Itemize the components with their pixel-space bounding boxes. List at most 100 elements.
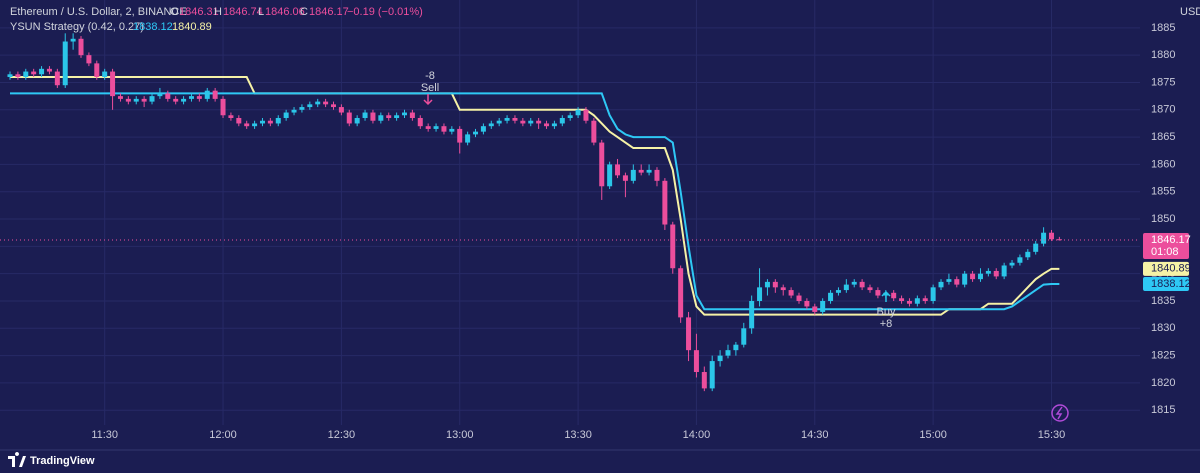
candle-body bbox=[338, 107, 344, 113]
candle-body bbox=[520, 120, 526, 124]
candle-body bbox=[23, 71, 29, 78]
candle-body bbox=[772, 281, 778, 288]
candle-body bbox=[78, 38, 84, 56]
candle-body bbox=[709, 361, 715, 389]
candle-body bbox=[591, 120, 597, 143]
candle-body bbox=[196, 96, 202, 99]
candle-body bbox=[102, 71, 108, 78]
candle-body bbox=[465, 134, 471, 143]
candle-body bbox=[757, 287, 763, 301]
candle-body bbox=[749, 300, 755, 329]
indicator-line bbox=[10, 76, 1060, 316]
candle-body bbox=[1041, 232, 1047, 244]
ohlc-label: O bbox=[170, 6, 179, 18]
y-tick-label: 1850 bbox=[1151, 213, 1175, 225]
x-tick-label: 11:30 bbox=[91, 429, 118, 441]
candle-body bbox=[1001, 265, 1007, 277]
price-tag bbox=[1143, 261, 1189, 276]
candle-body bbox=[110, 71, 116, 97]
candle-body bbox=[906, 300, 912, 304]
price-tag-label: 1838.12 bbox=[1151, 278, 1191, 290]
candle-body bbox=[62, 41, 68, 86]
candle-body bbox=[346, 112, 352, 124]
candle-body bbox=[1056, 239, 1062, 241]
candle-body bbox=[149, 96, 155, 102]
candle-body bbox=[488, 123, 494, 127]
candle-body bbox=[567, 115, 573, 118]
candle-body bbox=[622, 175, 628, 181]
candle-body bbox=[86, 55, 92, 64]
candle-body bbox=[843, 284, 849, 291]
price-tag bbox=[1143, 232, 1189, 259]
candle-body bbox=[638, 169, 644, 173]
x-tick-label: 15:00 bbox=[919, 429, 947, 441]
x-tick-label: 13:30 bbox=[564, 429, 592, 441]
candle-body bbox=[686, 317, 692, 351]
candle-body bbox=[962, 273, 968, 285]
countdown: 01:08 bbox=[1151, 246, 1179, 258]
candle-body bbox=[94, 63, 100, 78]
candle-body bbox=[583, 109, 589, 121]
y-tick-label: 1875 bbox=[1151, 76, 1175, 88]
candle-body bbox=[575, 109, 581, 116]
x-tick-label: 13:00 bbox=[446, 429, 474, 441]
candle-body bbox=[512, 117, 518, 121]
candle-body bbox=[544, 123, 550, 127]
ohlc-value: 1846.31 bbox=[179, 6, 219, 18]
candles bbox=[7, 33, 1062, 392]
candle-body bbox=[441, 126, 447, 132]
x-tick-label: 12:30 bbox=[328, 429, 356, 441]
ohlc-value: 1846.74 bbox=[223, 6, 263, 18]
candle-body bbox=[615, 164, 621, 176]
price-tag-label: 1846.17 bbox=[1151, 234, 1191, 246]
indicator-name: YSUN Strategy (0.42, 0.27) bbox=[10, 21, 144, 33]
signal-label: Buy bbox=[877, 306, 896, 318]
change: −0.19 (−0.01%) bbox=[347, 6, 423, 18]
price-tag-label: 1840.89 bbox=[1151, 263, 1191, 275]
candle-body bbox=[54, 71, 60, 86]
price-tag bbox=[1143, 276, 1189, 291]
candle-body bbox=[528, 120, 534, 124]
candle-body bbox=[828, 292, 834, 301]
candle-body bbox=[394, 115, 400, 118]
candle-body bbox=[851, 281, 857, 285]
candle-body bbox=[630, 169, 636, 181]
candle-body bbox=[259, 120, 265, 124]
candle-body bbox=[141, 98, 147, 102]
candle-body bbox=[788, 290, 794, 296]
y-tick-label: 1870 bbox=[1151, 104, 1175, 116]
candle-body bbox=[741, 328, 747, 345]
candle-body bbox=[125, 98, 131, 102]
candle-body bbox=[899, 298, 905, 301]
candle-body bbox=[291, 109, 297, 113]
candle-body bbox=[970, 273, 976, 280]
candle-body bbox=[725, 350, 731, 356]
grid bbox=[0, 0, 1140, 425]
candle-body bbox=[891, 292, 897, 299]
candle-body bbox=[307, 104, 313, 108]
candle-body bbox=[267, 120, 273, 124]
signal-label: Sell bbox=[421, 82, 439, 94]
symbol: Ethereum / U.S. Dollar, 2, BINANCE bbox=[10, 6, 187, 18]
candle-body bbox=[717, 355, 723, 362]
candle-body bbox=[362, 112, 368, 118]
candle-body bbox=[504, 117, 510, 121]
candle-body bbox=[165, 93, 171, 99]
alert-icon[interactable] bbox=[1051, 404, 1069, 422]
candle-body bbox=[157, 93, 163, 97]
candle-body bbox=[662, 180, 668, 225]
candle-body bbox=[835, 290, 841, 293]
candle-body bbox=[7, 74, 13, 78]
candle-body bbox=[252, 123, 258, 127]
candle-body bbox=[875, 290, 881, 296]
x-tick-label: 14:30 bbox=[801, 429, 829, 441]
candle-body bbox=[425, 126, 431, 129]
candle-body bbox=[323, 101, 329, 105]
candle-body bbox=[977, 273, 983, 280]
candle-body bbox=[733, 344, 739, 351]
candle-body bbox=[386, 115, 392, 118]
ohlc-label: L bbox=[258, 6, 264, 18]
y-tick-label: 1815 bbox=[1151, 404, 1175, 416]
buy-arrow bbox=[881, 290, 891, 302]
ohlc-value: 1846.06 bbox=[265, 6, 305, 18]
